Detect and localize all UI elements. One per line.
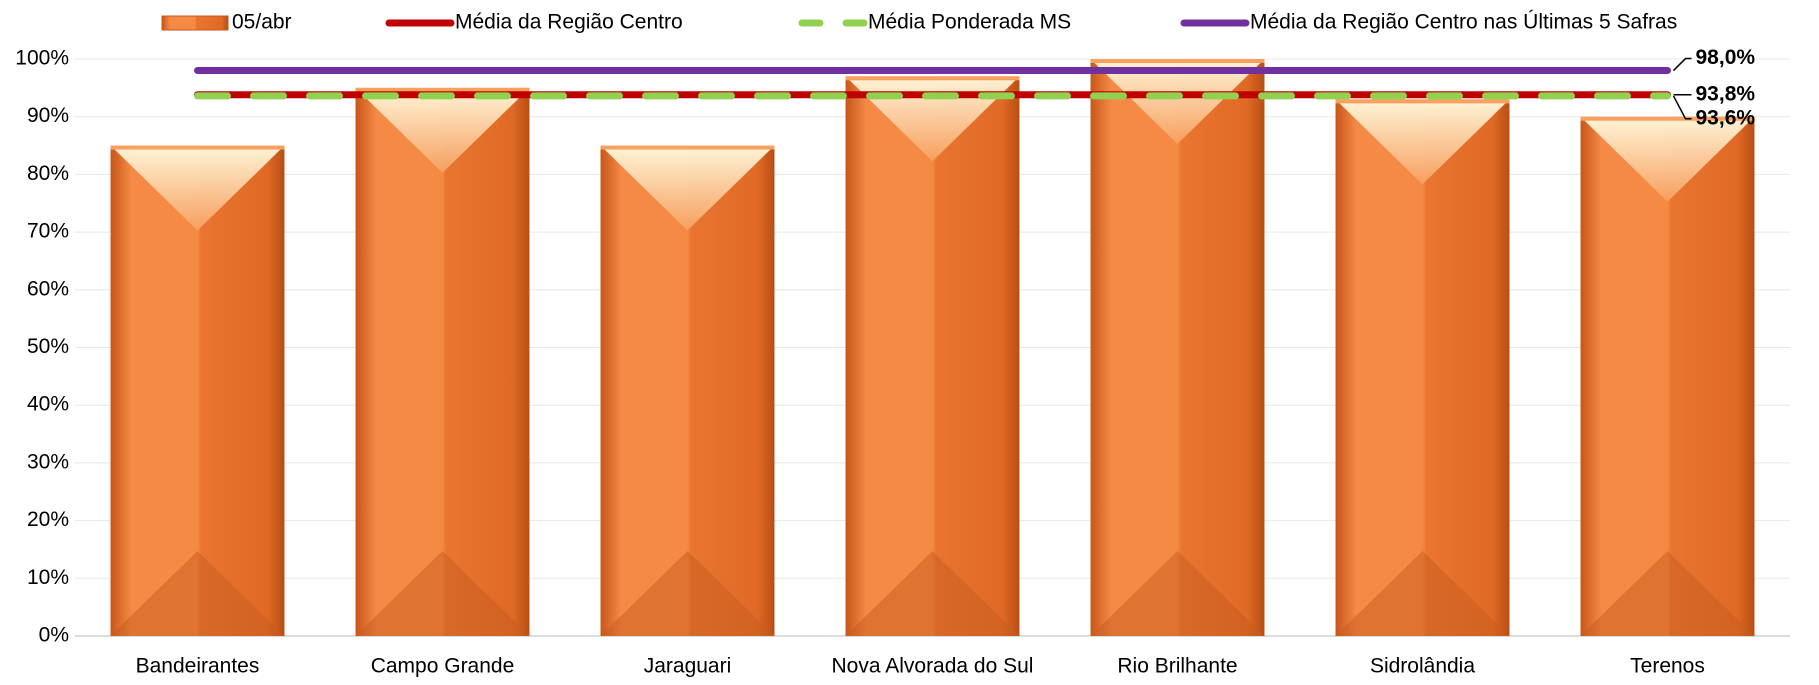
bar [1335, 99, 1510, 636]
y-tick-label: 20% [27, 508, 69, 531]
bar [355, 87, 530, 637]
bar-body [845, 76, 1020, 636]
y-tick-label: 60% [27, 277, 69, 300]
bar-body [1335, 99, 1510, 636]
y-tick-label: 30% [27, 450, 69, 473]
y-tick-label: 10% [27, 566, 69, 589]
y-tick-label: 70% [27, 220, 69, 243]
x-tick-label: Terenos [1630, 655, 1705, 678]
y-tick-label: 0% [39, 624, 69, 647]
x-tick-label: Nova Alvorada do Sul [832, 655, 1034, 678]
bar-body [1090, 59, 1265, 636]
y-tick-label: 40% [27, 393, 69, 416]
bar-bevel-bottom [355, 551, 530, 636]
bar-bevel-bottom [1580, 551, 1755, 636]
bar [845, 76, 1020, 636]
x-tick-label: Campo Grande [371, 655, 515, 678]
bar-body [1580, 116, 1755, 636]
bar-edge [1580, 116, 1755, 121]
bar [1580, 116, 1755, 636]
bar-bevel-top [600, 145, 775, 231]
x-tick-label: Sidrolândia [1370, 655, 1475, 678]
bar-bevel-top [1335, 99, 1510, 185]
legend-label: Média da Região Centro nas Últimas 5 Saf… [1250, 11, 1677, 34]
value-label: 93,8% [1696, 82, 1756, 105]
bar-edge [1090, 59, 1265, 63]
value-label: 98,0% [1696, 46, 1756, 69]
bar-bevel-top [1090, 59, 1265, 144]
label-connector [1672, 95, 1692, 120]
bar-bevel-bottom [1090, 551, 1265, 636]
bar-bevel-bottom [110, 551, 285, 636]
bar-body [355, 87, 530, 637]
x-tick-label: Jaraguari [644, 655, 732, 678]
bar-bevel-bottom [600, 551, 775, 636]
bar-edge [110, 145, 285, 150]
bar-edge [600, 145, 775, 150]
x-tick-label: Bandeirantes [136, 655, 260, 678]
bar [110, 145, 285, 637]
bar-edge [845, 76, 1020, 81]
x-tick-label: Rio Brilhante [1117, 655, 1237, 678]
bar [600, 145, 775, 637]
bar-edge [355, 87, 530, 92]
y-tick-label: 100% [15, 47, 69, 70]
bar-bevel-top [355, 87, 530, 173]
legend-label: 05/abr [232, 11, 292, 34]
legend-swatch [161, 15, 229, 31]
bar-bevel-bottom [1335, 551, 1510, 636]
y-tick-label: 90% [27, 104, 69, 127]
bar-bevel-bottom [845, 551, 1020, 636]
label-connector [1672, 57, 1692, 72]
y-tick-label: 50% [27, 335, 69, 358]
bar-bevel-top [1580, 116, 1755, 202]
legend-label: Média Ponderada MS [868, 11, 1071, 34]
bar-edge [1335, 99, 1510, 104]
value-label: 93,6% [1696, 106, 1756, 129]
bar [1090, 59, 1265, 636]
y-tick-label: 80% [27, 162, 69, 185]
legend-label: Média da Região Centro [455, 11, 683, 34]
bar-bevel-top [110, 145, 285, 231]
